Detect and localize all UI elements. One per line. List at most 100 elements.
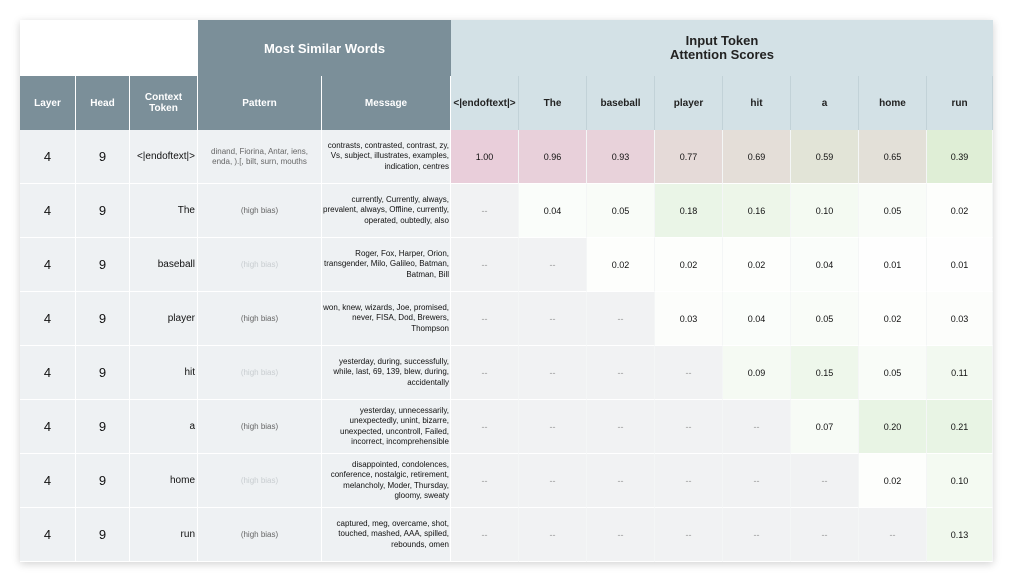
- attention-score-cell: 0.77: [655, 130, 723, 184]
- attention-score-cell: --: [519, 400, 587, 454]
- attention-score-cell: --: [655, 400, 723, 454]
- col-token-4: hit: [723, 76, 791, 130]
- header-blank: [20, 20, 198, 76]
- message-cell: captured, meg, overcame, shot, touched, …: [322, 508, 451, 562]
- attention-score-cell: 0.11: [927, 346, 993, 400]
- attention-score-cell: --: [519, 454, 587, 508]
- attention-score-cell: 0.07: [791, 400, 859, 454]
- pattern-cell: dinand, Fiorina, Antar, iens, enda, ).[,…: [198, 130, 322, 184]
- attention-score-cell: 0.02: [587, 238, 655, 292]
- attention-score-cell: 0.05: [859, 184, 927, 238]
- layer-cell: 4: [20, 292, 76, 346]
- context-token-cell: player: [130, 292, 198, 346]
- attention-score-cell: --: [519, 238, 587, 292]
- attention-score-cell: 1.00: [451, 130, 519, 184]
- attention-score-cell: 0.39: [927, 130, 993, 184]
- message-cell: contrasts, contrasted, contrast, zy, Vs,…: [322, 130, 451, 184]
- attention-score-cell: 0.96: [519, 130, 587, 184]
- attention-score-cell: --: [451, 184, 519, 238]
- message-cell: currently, Currently, always, prevalent,…: [322, 184, 451, 238]
- table-row: 4 9 hit (high bias) yesterday, during, succe…: [20, 346, 993, 400]
- attention-score-cell: 0.05: [587, 184, 655, 238]
- attention-score-cell: 0.02: [927, 184, 993, 238]
- attention-score-cell: 0.04: [723, 292, 791, 346]
- attention-score-cell: --: [723, 508, 791, 562]
- message-cell: Roger, Fox, Harper, Orion, transgender, …: [322, 238, 451, 292]
- attention-score-cell: --: [587, 454, 655, 508]
- table-row: 4 9 <|endoftext|> dinand, Fiorina, Antar, i…: [20, 130, 993, 184]
- context-token-cell: The: [130, 184, 198, 238]
- attention-score-cell: --: [451, 292, 519, 346]
- attention-score-cell: 0.18: [655, 184, 723, 238]
- attention-score-cell: --: [587, 346, 655, 400]
- col-pattern: Pattern: [198, 76, 322, 130]
- attention-score-cell: 0.01: [859, 238, 927, 292]
- table-row: 4 9 baseball (high bias) Roger, Fox, Harper,…: [20, 238, 993, 292]
- attention-scores-header: Input Token Attention Scores: [451, 20, 993, 76]
- attention-table: Most Similar Words Input Token Attention…: [20, 20, 993, 562]
- pattern-cell: (high bias): [198, 238, 322, 292]
- most-similar-header: Most Similar Words: [198, 20, 451, 76]
- attention-score-cell: 0.15: [791, 346, 859, 400]
- pattern-cell: (high bias): [198, 184, 322, 238]
- col-token-7: run: [927, 76, 993, 130]
- context-token-cell: home: [130, 454, 198, 508]
- attention-score-cell: 0.05: [791, 292, 859, 346]
- attention-score-cell: --: [791, 454, 859, 508]
- attention-score-cell: 0.65: [859, 130, 927, 184]
- table-row: 4 9 player (high bias) won, knew, wizards, J…: [20, 292, 993, 346]
- attention-score-cell: 0.93: [587, 130, 655, 184]
- attention-score-cell: 0.04: [519, 184, 587, 238]
- col-token-3: player: [655, 76, 723, 130]
- layer-cell: 4: [20, 400, 76, 454]
- attention-score-cell: --: [451, 238, 519, 292]
- attention-score-cell: 0.01: [927, 238, 993, 292]
- attention-score-cell: 0.10: [791, 184, 859, 238]
- message-cell: yesterday, unnecessarily, unexpectedly, …: [322, 400, 451, 454]
- head-cell: 9: [76, 130, 130, 184]
- attention-score-cell: 0.02: [859, 292, 927, 346]
- attention-score-cell: 0.10: [927, 454, 993, 508]
- attention-score-cell: --: [791, 508, 859, 562]
- attention-score-cell: --: [451, 346, 519, 400]
- attention-score-cell: 0.13: [927, 508, 993, 562]
- attention-score-cell: 0.21: [927, 400, 993, 454]
- context-token-cell: a: [130, 400, 198, 454]
- col-token-2: baseball: [587, 76, 655, 130]
- attention-score-cell: --: [655, 346, 723, 400]
- attention-score-cell: --: [519, 346, 587, 400]
- attention-score-cell: 0.04: [791, 238, 859, 292]
- attention-score-cell: 0.16: [723, 184, 791, 238]
- attention-score-cell: --: [519, 292, 587, 346]
- attention-score-cell: 0.03: [655, 292, 723, 346]
- attention-score-cell: 0.09: [723, 346, 791, 400]
- head-cell: 9: [76, 508, 130, 562]
- attention-score-cell: 0.02: [723, 238, 791, 292]
- table-row: 4 9 run (high bias) captured, meg, overcame,…: [20, 508, 993, 562]
- context-token-cell: hit: [130, 346, 198, 400]
- attention-header-line1: Input Token: [685, 33, 759, 48]
- head-cell: 9: [76, 346, 130, 400]
- pattern-cell: (high bias): [198, 400, 322, 454]
- attention-score-cell: 0.03: [927, 292, 993, 346]
- pattern-cell: (high bias): [198, 454, 322, 508]
- pattern-cell: (high bias): [198, 346, 322, 400]
- attention-score-cell: 0.20: [859, 400, 927, 454]
- attention-score-cell: --: [859, 508, 927, 562]
- attention-score-cell: --: [587, 508, 655, 562]
- attention-score-cell: --: [519, 508, 587, 562]
- attention-score-cell: --: [655, 508, 723, 562]
- pattern-cell: (high bias): [198, 292, 322, 346]
- col-message: Message: [322, 76, 451, 130]
- table-row: 4 9 a (high bias) yesterday, unnecessarily, …: [20, 400, 993, 454]
- head-cell: 9: [76, 400, 130, 454]
- col-head: Head: [76, 76, 130, 130]
- attention-score-cell: 0.05: [859, 346, 927, 400]
- layer-cell: 4: [20, 508, 76, 562]
- context-token-cell: baseball: [130, 238, 198, 292]
- col-token-0: <|endoftext|>: [451, 76, 519, 130]
- col-layer: Layer: [20, 76, 76, 130]
- attention-score-cell: --: [451, 454, 519, 508]
- attention-score-cell: --: [451, 508, 519, 562]
- attention-score-cell: --: [587, 292, 655, 346]
